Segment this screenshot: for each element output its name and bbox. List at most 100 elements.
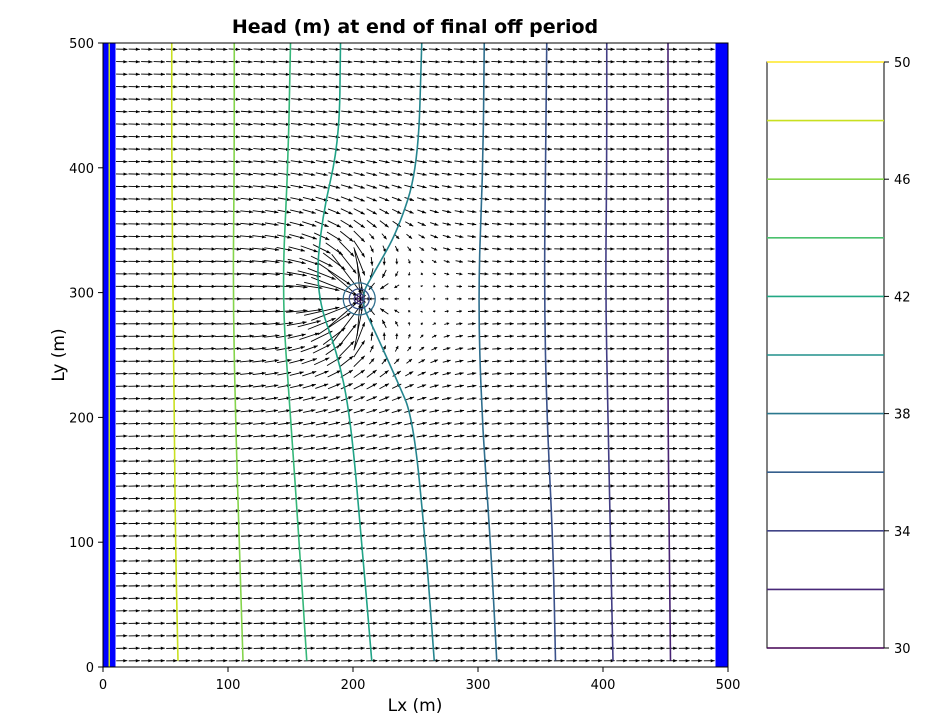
quiver-arrow [591,434,603,438]
quiver-arrow [678,184,690,189]
quiver-arrow [566,222,577,226]
quiver-arrow [491,621,503,625]
quiver-arrow [455,334,464,338]
quiver-arrow [341,559,353,563]
quiver-arrow [566,334,577,338]
quiver-arrow [528,659,540,663]
quiver-arrow [216,609,228,613]
quiver-arrow [628,521,640,526]
quiver-arrow [703,234,715,239]
x-axis-label: Lx (m) [388,696,443,716]
quiver-arrow [241,85,253,89]
quiver-arrow [691,434,703,438]
quiver-arrow [403,471,415,475]
quiver-arrow [641,334,652,338]
quiver-arrow [378,646,390,650]
quiver-arrow [403,484,415,488]
quiver-arrow [503,496,515,501]
quiver-arrow [278,85,290,89]
quiver-arrow [153,372,166,376]
quiver-arrow [516,172,527,176]
quiver-arrow [203,421,216,426]
quiver-arrow [616,184,628,189]
quiver-arrow [153,634,165,638]
quiver-arrow [529,347,540,351]
quiver-arrow [165,284,178,288]
quiver-arrow [341,110,353,114]
quiver-arrow [516,596,528,600]
quiver-arrow [403,446,415,450]
quiver-arrow [302,209,316,214]
quiver-arrow [353,97,365,101]
quiver-arrow [491,421,502,426]
quiver-arrow [616,521,628,526]
quiver-arrow [178,372,191,376]
quiver-arrow [328,421,341,426]
quiver-arrow [366,534,378,538]
quiver-arrow [467,334,476,338]
quiver-arrow [391,135,403,139]
quiver-arrow [140,409,153,413]
quiver-arrow [140,459,153,463]
quiver-arrow [341,72,353,76]
quiver-arrow [291,484,303,488]
quiver-arrow [603,147,615,151]
quiver-arrow [265,147,278,151]
quiver-arrow [240,409,253,413]
quiver-arrow [491,446,502,451]
quiver-arrow [554,446,565,451]
quiver-arrow [703,471,715,476]
quiver-arrow [578,546,590,551]
quiver-arrow [492,272,502,276]
quiver-arrow [578,85,590,89]
y-axis-label: Ly (m) [49,328,69,381]
quiver-arrow [492,247,502,251]
quiver-arrow [578,147,590,151]
quiver-arrow [307,267,336,280]
quiver-arrow [353,135,365,139]
quiver-arrow [316,659,328,663]
quiver-arrow [479,334,489,338]
quiver-arrow [366,147,378,151]
quiver-arrow [341,60,353,64]
quiver-arrow [141,110,153,114]
quiver-arrow [629,247,640,251]
quiver-arrow [416,609,428,613]
quiver-arrow [416,634,428,638]
quiver-arrow [653,571,665,575]
quiver-arrow [678,422,690,426]
quiver-arrow [591,397,602,401]
quiver-arrow [428,110,440,114]
quiver-arrow [128,409,141,413]
quiver-arrow [391,471,403,475]
quiver-arrow [541,160,552,164]
quiver-arrow [253,97,265,101]
quiver-arrow [466,197,477,201]
quiver-arrow [456,284,463,288]
quiver-arrow [504,359,515,363]
quiver-arrow [503,72,515,76]
quiver-arrow [378,459,390,463]
x-tick-label: 200 [341,678,366,693]
quiver-arrow [240,197,254,201]
quiver-arrow [480,284,489,288]
quiver-arrow [216,584,228,588]
quiver-arrow [703,322,715,326]
quiver-arrow [353,208,365,215]
quiver-arrow [517,259,527,264]
quiver-arrow [428,571,440,575]
quiver-arrow [290,396,304,401]
quiver-arrow [454,172,465,176]
quiver-arrow [391,534,403,538]
quiver-arrow [441,584,453,588]
quiver-arrow [554,147,565,151]
quiver-arrow [431,334,437,338]
quiver-arrow [503,571,515,575]
quiver-arrow [579,160,590,164]
quiver-arrow [566,434,577,438]
quiver-arrow [516,509,528,513]
quiver-arrow [395,321,399,327]
quiver-arrow [566,297,577,301]
quiver-arrow [554,184,565,189]
quiver-arrow [228,609,240,613]
